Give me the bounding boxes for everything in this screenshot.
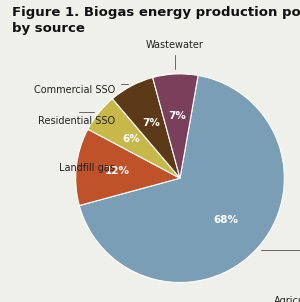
Text: Commercial SSO: Commercial SSO xyxy=(34,84,128,95)
Wedge shape xyxy=(79,76,284,282)
Text: 7%: 7% xyxy=(142,118,160,128)
Text: Agriculture: Agriculture xyxy=(261,250,300,302)
Text: 6%: 6% xyxy=(122,134,140,144)
Text: 12%: 12% xyxy=(105,166,130,176)
Wedge shape xyxy=(112,78,180,178)
Text: 7%: 7% xyxy=(168,111,186,120)
Wedge shape xyxy=(88,99,180,178)
Text: Figure 1. Biogas energy production potential
by source: Figure 1. Biogas energy production poten… xyxy=(12,6,300,34)
Text: 68%: 68% xyxy=(214,215,239,225)
Text: Wastewater: Wastewater xyxy=(146,40,204,69)
Wedge shape xyxy=(153,74,198,178)
Text: Landfill gas: Landfill gas xyxy=(59,163,115,173)
Wedge shape xyxy=(76,129,180,206)
Text: Residential SSO: Residential SSO xyxy=(38,111,115,126)
